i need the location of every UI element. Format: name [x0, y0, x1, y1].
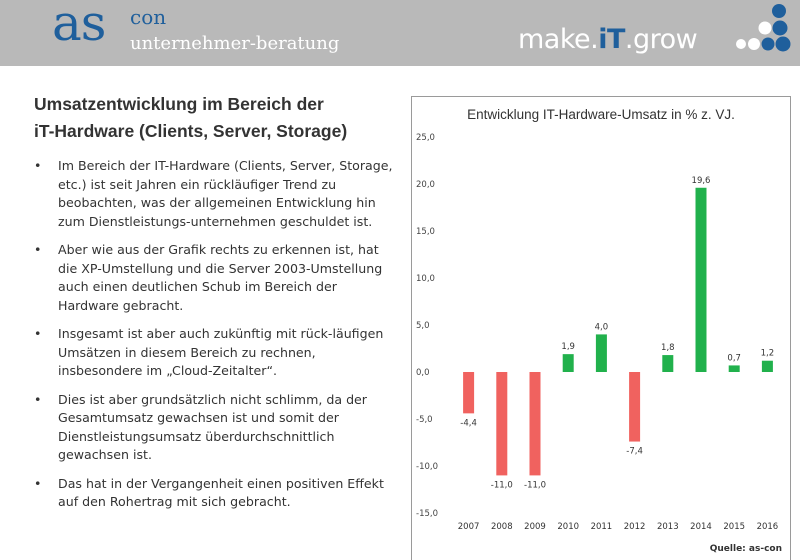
chart-panel: Entwicklung IT-Hardware-Umsatz in % z. V…	[411, 96, 791, 560]
bullet-text: Das hat in der Vergangenheit einen posit…	[58, 475, 384, 510]
bullet-list: • Im Bereich der IT-Hardware (Clients, Se…	[34, 157, 394, 522]
slogan-part-it: iT	[598, 24, 625, 55]
bullet-dot-icon: •	[34, 326, 42, 341]
bullet-item: • Aber wie aus der Grafik rechts zu erken…	[34, 241, 394, 315]
bullet-text: Im Bereich der IT-Hardware (Clients, Ser…	[58, 158, 393, 229]
bars-group	[463, 187, 773, 476]
y-axis: 25,0 20,0 15,0 10,0 5,0 0,0 -5,0 -10,0 -15,0	[416, 133, 438, 519]
bar-chart: Entwicklung IT-Hardware-Umsatz in % z. V…	[416, 107, 778, 532]
header-bar: as con unternehmer-beratung make.iT.grow	[0, 0, 800, 66]
bullet-dot-icon: •	[34, 391, 42, 407]
bullet-item: • Das hat in der Vergangenheit einen posi…	[34, 475, 394, 512]
page-title: Umsatzentwicklung im Bereich der iT-Hard…	[34, 91, 394, 145]
x-tick-label: 2011	[591, 522, 613, 532]
x-tick-label: 2007	[458, 522, 480, 532]
value-label: 19,6	[692, 176, 711, 186]
slogan-part-make: make.	[518, 24, 599, 55]
y-tick-label: 25,0	[416, 133, 435, 143]
logo-con: con	[130, 5, 167, 29]
y-tick-label: 5,0	[416, 321, 430, 331]
bar-2015	[728, 365, 740, 372]
bullet-text: Insgesamt ist aber auch zukünftig mit rü…	[58, 326, 384, 378]
x-tick-label: 2008	[491, 522, 513, 532]
value-label: -11,0	[491, 480, 513, 490]
x-tick-label: 2016	[757, 522, 779, 532]
y-tick-label: 15,0	[416, 227, 435, 237]
value-label: -7,4	[626, 447, 643, 457]
y-tick-label: 0,0	[416, 368, 430, 378]
y-tick-label: -5,0	[416, 415, 433, 425]
value-label: 0,7	[727, 353, 741, 363]
y-tick-label: 10,0	[416, 274, 435, 284]
title-line-1: Umsatzentwicklung im Bereich der	[34, 94, 324, 114]
bullet-item: • Im Bereich der IT-Hardware (Clients, Se…	[34, 157, 394, 231]
y-tick-label: -15,0	[416, 509, 438, 519]
bullet-item: • Dies ist aber grundsätzlich nicht schli…	[34, 391, 394, 465]
bar-2012	[629, 372, 641, 442]
value-label: 1,9	[561, 342, 575, 352]
bar-2009	[529, 372, 541, 476]
x-tick-label: 2015	[723, 522, 745, 532]
bullet-text: Aber wie aus der Grafik rechts zu erkenn…	[58, 242, 383, 313]
y-tick-label: -10,0	[416, 462, 438, 472]
bar-2010	[562, 354, 574, 372]
value-label: -4,4	[460, 418, 477, 428]
dots-logo-icon	[736, 4, 791, 52]
chart-title: Entwicklung IT-Hardware-Umsatz in % z. V…	[467, 107, 735, 122]
bullet-dot-icon: •	[34, 158, 42, 173]
bar-2013	[662, 355, 674, 372]
x-axis: 2007 2008 2009 2010 2011 2012 2013 2014 2015 2016	[458, 522, 778, 532]
bar-2007	[463, 372, 475, 414]
title-line-2: iT-Hardware (Clients, Server, Storage)	[34, 121, 348, 141]
y-tick-label: 20,0	[416, 180, 435, 190]
value-label: 1,2	[761, 349, 775, 359]
slogan: make.iT.grow	[518, 24, 698, 55]
logo-as: as	[52, 0, 106, 52]
logo-subtitle: unternehmer-beratung	[130, 33, 340, 54]
slogan-part-grow: .grow	[624, 24, 698, 55]
bar-2016	[761, 360, 773, 372]
value-label: -11,0	[524, 480, 546, 490]
value-label: 1,8	[661, 343, 675, 353]
x-tick-label: 2010	[557, 522, 579, 532]
bullet-item: • Insgesamt ist aber auch zukünftig mit r…	[34, 325, 394, 381]
bullet-dot-icon: •	[34, 242, 42, 257]
value-label: 4,0	[595, 322, 609, 332]
x-tick-label: 2009	[524, 522, 546, 532]
x-tick-label: 2014	[690, 522, 712, 532]
bullet-dot-icon: •	[34, 475, 42, 491]
bullet-text: Dies ist aber grundsätzlich nicht schlim…	[58, 391, 367, 463]
value-labels-group: -4,4 -11,0 -11,0 1,9 4,0 -7,4 1,8 19,6 0,7 1,2	[460, 176, 774, 491]
x-tick-label: 2013	[657, 522, 679, 532]
bar-2014	[695, 187, 707, 372]
bar-2008	[496, 372, 508, 476]
source-note: Quelle: as-con	[709, 544, 782, 554]
bar-2011	[595, 334, 607, 372]
x-tick-label: 2012	[624, 522, 646, 532]
